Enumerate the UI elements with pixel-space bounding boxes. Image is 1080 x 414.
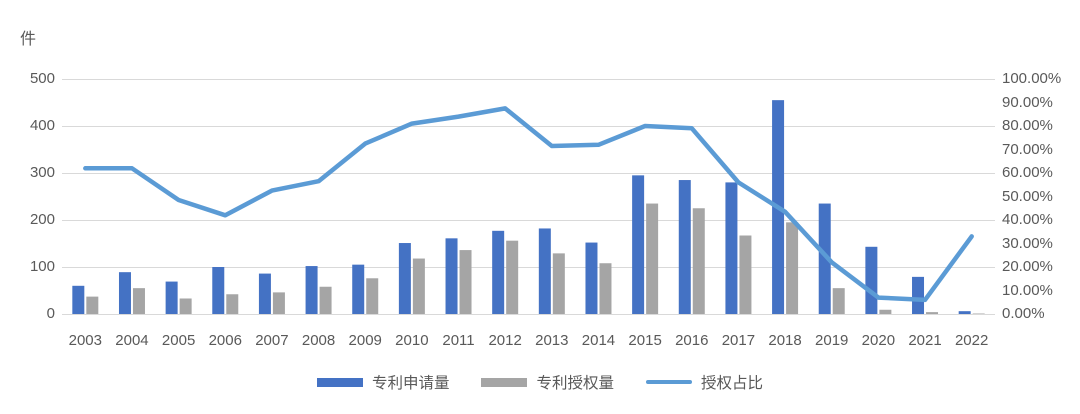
- x-axis-label: 2010: [395, 332, 429, 349]
- x-axis-label: 2013: [535, 332, 569, 349]
- x-axis-label: 2005: [161, 332, 196, 349]
- bar-grants: [786, 222, 799, 314]
- left-axis-tick: 400: [29, 117, 55, 134]
- bar-applications: [305, 266, 318, 314]
- bar-applications: [818, 203, 831, 314]
- x-axis-label: 2008: [301, 332, 336, 349]
- x-axis-label: 2006: [208, 332, 242, 349]
- left-axis-unit-label: 件: [20, 31, 37, 48]
- legend-item-applications: 专利申请量: [316, 371, 450, 393]
- legend-label-grants: 专利授权量: [536, 375, 614, 392]
- left-axis-tick: 0: [46, 305, 55, 322]
- bar-grants: [319, 286, 332, 314]
- left-axis-tick: 500: [29, 70, 55, 87]
- legend-item-grants: 专利授权量: [481, 371, 614, 393]
- x-axis-label: 2019: [815, 332, 849, 349]
- bar-applications: [725, 182, 738, 314]
- right-axis-tick: 100.00%: [1002, 70, 1062, 87]
- bar-grants: [879, 309, 892, 314]
- bar-grants: [926, 312, 939, 314]
- right-axis-tick: 80.00%: [1002, 117, 1053, 134]
- bar-applications: [165, 281, 178, 314]
- x-axis-label: 2020: [861, 332, 896, 349]
- bar-applications: [72, 285, 85, 314]
- bar-grants: [86, 296, 99, 314]
- legend-swatch-applications-icon: [316, 377, 363, 387]
- bar-applications: [212, 267, 225, 314]
- bar-grants: [692, 208, 705, 314]
- bar-grants: [646, 203, 659, 314]
- bar-applications: [632, 175, 645, 314]
- right-axis-tick: 0.00%: [1002, 305, 1045, 322]
- right-axis-tick: 20.00%: [1002, 258, 1053, 275]
- bar-grants: [226, 294, 239, 314]
- bar-applications: [398, 243, 411, 314]
- legend-label-applications: 专利申请量: [371, 375, 450, 392]
- bar-grants: [739, 235, 752, 314]
- bar-grants: [832, 288, 845, 314]
- x-axis-label: 2012: [488, 332, 522, 349]
- x-axis-label: 2017: [721, 332, 756, 349]
- x-axis-label: 2021: [908, 332, 942, 349]
- bar-applications: [865, 246, 878, 314]
- bar-applications: [258, 273, 271, 314]
- x-axis-label: 2009: [348, 332, 382, 349]
- x-axis-label: 2015: [628, 332, 662, 349]
- x-axis-label: 2014: [581, 332, 616, 349]
- bar-grants: [132, 288, 145, 314]
- bar-applications: [538, 228, 551, 314]
- right-axis-tick: 90.00%: [1002, 93, 1053, 111]
- bar-grants: [366, 278, 379, 314]
- legend: 专利申请量 专利授权量 授权占比: [0, 371, 1080, 393]
- ratio-line: [83, 106, 974, 303]
- x-axis-label: 2003: [68, 332, 102, 349]
- left-axis-tick: 100: [29, 258, 55, 275]
- right-axis-tick: 60.00%: [1002, 164, 1053, 181]
- bar-applications: [912, 276, 925, 314]
- bar-applications: [678, 180, 691, 314]
- right-axis-tick: 10.00%: [1002, 281, 1053, 299]
- right-axis-tick: 40.00%: [1002, 211, 1053, 228]
- right-axis-tick: 70.00%: [1002, 140, 1053, 158]
- x-axis-label: 2022: [954, 332, 989, 349]
- legend-swatch-grants-icon: [481, 377, 528, 387]
- right-axis-tick: 50.00%: [1002, 187, 1053, 205]
- bar-grants: [459, 250, 472, 314]
- x-axis-label: 2016: [675, 332, 709, 349]
- bar-grants: [179, 298, 192, 314]
- bar-grants: [272, 292, 285, 314]
- right-axis-tick: 30.00%: [1002, 234, 1053, 252]
- bar-grants: [412, 258, 425, 314]
- bar-applications: [492, 230, 505, 314]
- x-axis-label: 2018: [768, 332, 802, 349]
- left-axis-tick: 200: [29, 211, 55, 228]
- bar-applications: [445, 238, 458, 314]
- bar-applications: [958, 311, 971, 314]
- legend-swatch-ratio-icon: [646, 379, 692, 385]
- x-axis-label: 2011: [442, 332, 475, 349]
- bar-grants: [599, 263, 612, 314]
- bar-applications: [118, 272, 131, 314]
- bar-applications: [352, 264, 365, 314]
- x-axis-label: 2004: [115, 332, 149, 349]
- x-axis-label: 2007: [255, 332, 289, 349]
- bar-grants: [506, 240, 519, 314]
- left-axis-tick: 300: [29, 164, 55, 181]
- bar-grants: [552, 253, 565, 314]
- legend-label-ratio: 授权占比: [701, 375, 764, 392]
- bar-applications: [585, 242, 598, 314]
- legend-item-ratio: 授权占比: [646, 371, 763, 393]
